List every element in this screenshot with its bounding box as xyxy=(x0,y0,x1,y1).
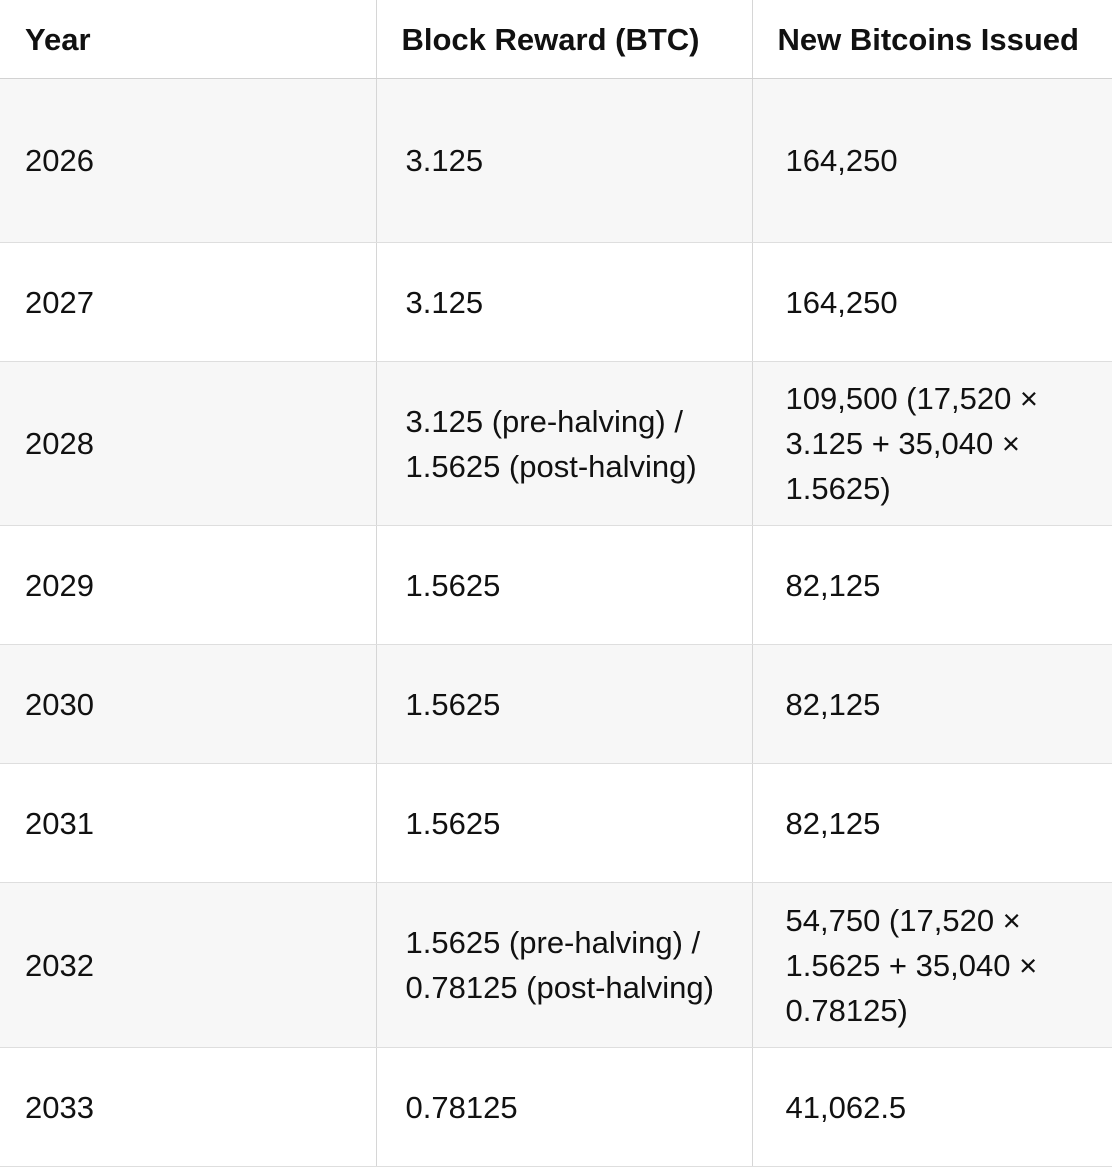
table-row: 2033 0.78125 41,062.5 xyxy=(0,1047,1112,1167)
cell-year: 2028 xyxy=(0,361,376,526)
table-row: 2027 3.125 164,250 xyxy=(0,242,1112,362)
table-row: 2029 1.5625 82,125 xyxy=(0,525,1112,645)
cell-block-reward: 0.78125 xyxy=(375,1047,752,1167)
cell-block-reward: 3.125 xyxy=(375,78,752,243)
cell-new-bitcoins-issued: 82,125 xyxy=(751,763,1112,883)
cell-year: 2032 xyxy=(0,882,376,1048)
header-new-bitcoins-issued: New Bitcoins Issued xyxy=(751,0,1112,79)
cell-year: 2026 xyxy=(0,78,376,243)
cell-block-reward: 3.125 xyxy=(375,242,752,362)
cell-year: 2030 xyxy=(0,644,376,764)
cell-block-reward: 3.125 (pre-halving) / 1.5625 (post-halvi… xyxy=(375,361,752,526)
cell-new-bitcoins-issued: 164,250 xyxy=(751,242,1112,362)
header-block-reward: Block Reward (BTC) xyxy=(375,0,752,79)
table-row: 2030 1.5625 82,125 xyxy=(0,644,1112,764)
header-year: Year xyxy=(0,0,376,79)
table-header-row: Year Block Reward (BTC) New Bitcoins Iss… xyxy=(0,0,1112,79)
cell-new-bitcoins-issued: 54,750 (17,520 × 1.5625 + 35,040 × 0.781… xyxy=(751,882,1112,1048)
table-row: 2032 1.5625 (pre-halving) / 0.78125 (pos… xyxy=(0,882,1112,1048)
cell-year: 2027 xyxy=(0,242,376,362)
cell-new-bitcoins-issued: 82,125 xyxy=(751,525,1112,645)
cell-year: 2029 xyxy=(0,525,376,645)
cell-year: 2031 xyxy=(0,763,376,883)
table-row: 2026 3.125 164,250 xyxy=(0,78,1112,243)
table-row: 2028 3.125 (pre-halving) / 1.5625 (post-… xyxy=(0,361,1112,526)
cell-block-reward: 1.5625 xyxy=(375,644,752,764)
cell-new-bitcoins-issued: 82,125 xyxy=(751,644,1112,764)
cell-new-bitcoins-issued: 41,062.5 xyxy=(751,1047,1112,1167)
cell-block-reward: 1.5625 xyxy=(375,525,752,645)
cell-block-reward: 1.5625 xyxy=(375,763,752,883)
cell-block-reward: 1.5625 (pre-halving) / 0.78125 (post-hal… xyxy=(375,882,752,1048)
cell-new-bitcoins-issued: 164,250 xyxy=(751,78,1112,243)
table-row: 2031 1.5625 82,125 xyxy=(0,763,1112,883)
cell-year: 2033 xyxy=(0,1047,376,1167)
cell-new-bitcoins-issued: 109,500 (17,520 × 3.125 + 35,040 × 1.562… xyxy=(751,361,1112,526)
